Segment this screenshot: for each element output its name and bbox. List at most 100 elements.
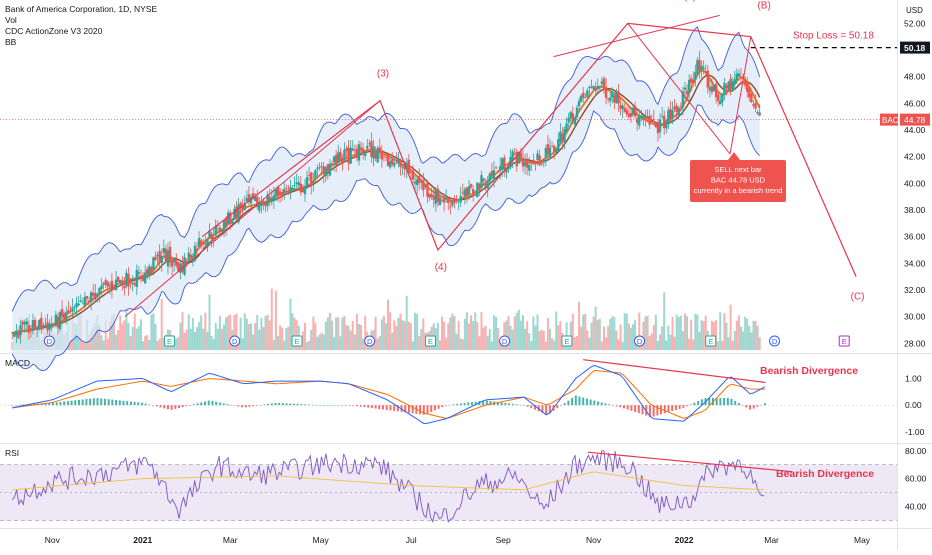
macd-histogram-bar [144,403,147,406]
volume-bar [688,338,691,350]
candle [123,286,126,289]
candle [13,332,16,337]
candle [555,148,558,153]
volume-bar [513,316,516,350]
volume-bar [677,316,680,350]
volume-bar [447,323,450,350]
candle [307,175,311,176]
macd-histogram-bar [166,405,169,410]
candle [467,186,471,195]
candle [457,201,460,203]
candle [189,254,193,258]
candle [750,93,753,103]
volume-bar [605,337,608,350]
candle [480,175,483,188]
macd-histogram-bar [274,402,277,406]
volume-bar [341,317,344,350]
stop-loss-tag [900,41,930,54]
candle [642,116,645,118]
volume-bar [704,315,707,350]
macd-histogram-bar [229,404,232,406]
candle [104,280,107,285]
dividend-marker [364,335,376,347]
candle [679,106,682,108]
volume-bar [488,328,491,350]
volume-bar [144,335,147,350]
macd-histogram-bar [285,403,288,406]
macd-axis-tick: 1.00 [905,373,922,383]
candle [330,162,334,164]
candle [422,179,425,191]
candle [662,115,666,129]
volume-bar [123,320,126,350]
macd-histogram-bar [244,405,247,408]
volume-bar [582,314,585,350]
volume-bar [752,320,755,350]
volume-bar [451,313,454,350]
volume-bar [283,340,286,350]
candle [247,194,251,203]
volume-bar [183,332,186,350]
candle [428,193,431,198]
volume-bar [139,319,142,350]
candle [390,159,394,165]
candle [681,91,685,108]
macd-histogram-bar [537,405,540,412]
event-marker-label: E [428,337,433,346]
candle [58,312,62,330]
volume-bar [731,340,734,350]
candle [509,157,512,168]
candle [440,200,444,202]
volume-bar [314,322,317,350]
volume-bar [104,320,107,350]
candle [60,308,64,317]
macd-histogram-bar [126,401,129,406]
candle [237,204,240,223]
macd-histogram-bar [385,405,388,410]
candle [177,261,180,272]
volume-bar [196,327,199,350]
volume-bar [328,312,331,350]
macd-histogram-bar [556,405,559,409]
candle [156,254,159,257]
volume-bar [69,339,72,350]
candle [87,300,91,302]
candle [260,203,263,206]
candle [397,159,400,164]
candle [380,150,384,160]
wave-retrace-line [627,23,731,155]
candle [521,157,525,167]
macd-histogram-bar [615,405,618,407]
volume-bar [320,332,323,350]
macd-histogram-bar [567,400,570,406]
candle [125,272,128,287]
volume-bar [75,324,78,350]
candle [162,248,166,254]
macd-histogram-bar [204,401,207,406]
candle [270,198,273,202]
candle [756,111,759,114]
candle [442,197,446,203]
candle [168,246,172,263]
volume-bar [459,338,462,350]
candle [513,153,516,155]
volume-bar [465,312,468,350]
event-marker-label: E [564,337,569,346]
candle [305,177,309,187]
macd-histogram-bar [700,399,703,406]
candle [434,188,438,204]
macd-axis-tick: 0.00 [905,400,922,410]
volume-bar [470,315,473,350]
candle [368,143,371,145]
macd-histogram-bar [545,405,548,415]
volume-bar [11,341,14,350]
candle [96,294,99,298]
time-axis-tick: Mar [223,535,238,545]
candle [224,217,228,227]
time-axis-tick: 2021 [133,535,152,545]
candle [474,193,477,195]
candle [220,229,224,232]
volume-bar [754,320,757,350]
